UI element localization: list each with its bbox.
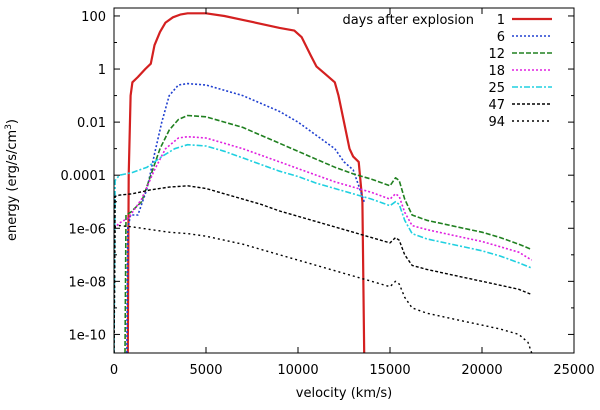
- y-axis-label-main: energy (erg/s/cm: [5, 130, 20, 241]
- series-line-day-1: [126, 12, 366, 353]
- legend-label-day-12: 12: [488, 47, 505, 62]
- y-tick-label: 0.0001: [61, 169, 107, 184]
- y-tick-label: 0.01: [77, 116, 106, 131]
- y-tick-label: 1e-06: [68, 222, 106, 237]
- series-line-day-94: [114, 224, 533, 353]
- series-line-day-47: [114, 185, 532, 353]
- axis-ticks: 0 5000 10000 15000 20000 25000 100 1 0.01 0.0001 1…: [61, 8, 595, 378]
- legend-title: days after explosion: [342, 13, 474, 28]
- series-lines: [114, 12, 533, 353]
- y-tick-label: 100: [81, 10, 106, 25]
- plot-frame: [113, 7, 575, 354]
- y-tick-label: 1: [98, 63, 106, 78]
- series-line-day-6: [126, 82, 365, 353]
- x-tick-label: 10000: [277, 363, 318, 378]
- legend-label-day-6: 6: [497, 30, 505, 45]
- y-tick-label: 1e-08: [68, 275, 106, 290]
- x-axis-label: velocity (km/s): [296, 386, 392, 401]
- legend-label-day-47: 47: [488, 98, 505, 113]
- y-tick-label: 1e-10: [68, 328, 106, 343]
- x-tick-label: 20000: [461, 363, 502, 378]
- x-tick-label: 15000: [369, 363, 410, 378]
- series-line-day-12: [124, 114, 533, 353]
- x-tick-label: 0: [110, 363, 118, 378]
- legend-label-day-94: 94: [488, 115, 505, 130]
- legend-label-day-18: 18: [488, 64, 505, 79]
- y-axis-label-end: ): [5, 119, 20, 124]
- legend: 1 6 12 18 25 47 94: [488, 13, 552, 130]
- y-axis-label-superscript: 3: [4, 124, 14, 130]
- legend-label-day-1: 1: [497, 13, 505, 28]
- series-line-day-18: [114, 135, 533, 261]
- x-tick-label: 25000: [553, 363, 594, 378]
- y-axis-label: energy (erg/s/cm3): [4, 119, 20, 241]
- legend-label-day-25: 25: [488, 81, 505, 96]
- series-line-day-25: [114, 143, 533, 353]
- x-tick-label: 5000: [189, 363, 222, 378]
